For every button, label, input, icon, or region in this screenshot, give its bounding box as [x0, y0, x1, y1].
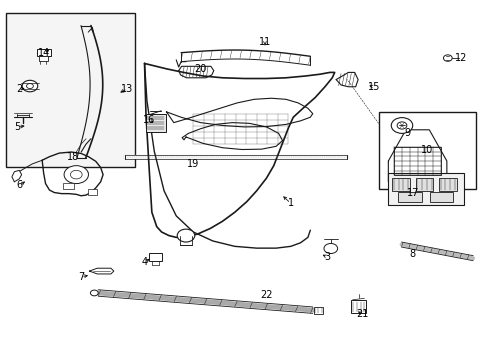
Bar [37, 49, 51, 57]
Circle shape [64, 166, 88, 184]
Text: 16: 16 [143, 115, 155, 125]
Circle shape [177, 229, 194, 242]
Text: 7: 7 [78, 272, 84, 282]
Bar [415, 178, 432, 190]
Circle shape [443, 55, 451, 61]
Circle shape [26, 84, 33, 89]
Text: 18: 18 [66, 152, 79, 162]
Text: 20: 20 [194, 64, 206, 74]
Bar [145, 114, 165, 132]
Circle shape [22, 80, 38, 92]
Bar [313, 307, 322, 314]
Bar [397, 192, 421, 202]
Text: 1: 1 [287, 198, 293, 208]
Text: 19: 19 [187, 159, 199, 169]
Text: 3: 3 [324, 252, 330, 262]
Bar [393, 147, 440, 175]
Text: 22: 22 [260, 291, 272, 301]
Text: 17: 17 [406, 188, 418, 198]
Text: 21: 21 [356, 310, 368, 319]
Bar [39, 57, 48, 62]
Bar [378, 112, 475, 189]
Circle shape [324, 243, 337, 253]
Text: 12: 12 [454, 53, 467, 63]
Text: 4: 4 [141, 257, 147, 267]
Text: 6: 6 [16, 180, 22, 190]
Text: 14: 14 [38, 48, 50, 58]
Bar [5, 13, 135, 167]
Text: 5: 5 [15, 122, 21, 132]
Circle shape [390, 118, 412, 134]
Bar [149, 253, 162, 261]
Text: 8: 8 [409, 248, 415, 258]
Text: 10: 10 [420, 144, 432, 154]
Bar [438, 178, 456, 190]
Bar [391, 178, 409, 190]
Text: 13: 13 [121, 84, 133, 94]
Bar [88, 189, 97, 195]
Text: 11: 11 [258, 37, 270, 47]
Text: 15: 15 [367, 82, 379, 92]
Bar [429, 192, 452, 202]
Text: 9: 9 [404, 129, 410, 138]
Circle shape [70, 170, 82, 179]
Circle shape [396, 122, 406, 129]
Bar [350, 301, 366, 314]
Circle shape [90, 290, 98, 296]
Bar [387, 173, 463, 205]
Bar [63, 183, 74, 189]
Text: 2: 2 [16, 84, 22, 94]
